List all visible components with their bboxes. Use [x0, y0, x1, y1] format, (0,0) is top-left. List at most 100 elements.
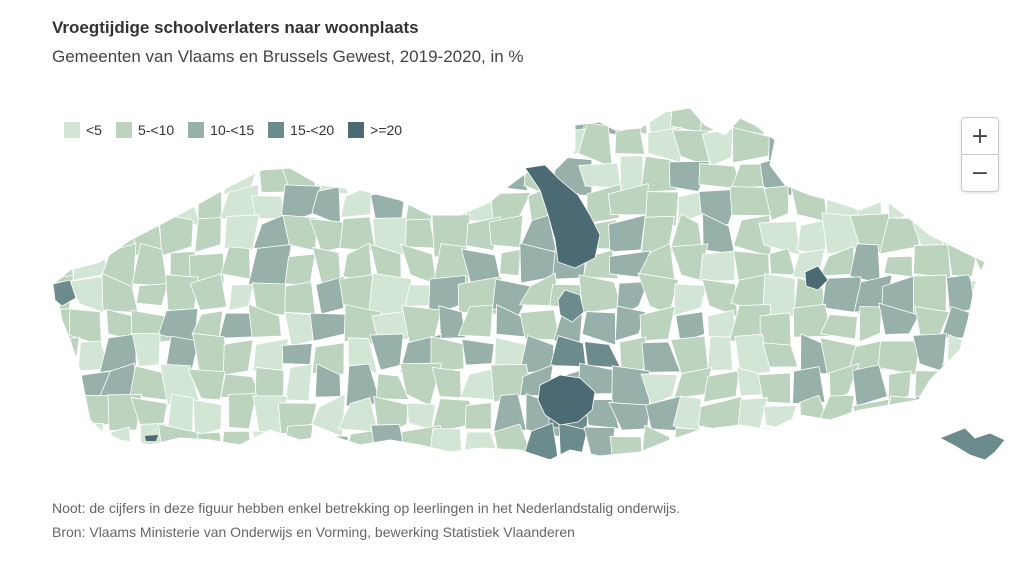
municipality-region[interactable] — [583, 341, 622, 369]
municipality-region[interactable] — [614, 305, 647, 342]
municipality-region[interactable] — [370, 423, 408, 461]
municipality-region[interactable] — [49, 134, 75, 159]
municipality-region[interactable] — [428, 122, 470, 167]
municipality-region[interactable] — [40, 153, 82, 195]
municipality-region[interactable] — [315, 275, 345, 315]
municipality-region[interactable] — [764, 94, 792, 130]
municipality-region[interactable] — [789, 453, 827, 495]
municipality-region[interactable] — [914, 370, 952, 405]
municipality-region[interactable] — [251, 456, 280, 496]
municipality-region[interactable] — [463, 93, 498, 125]
municipality-region[interactable] — [498, 458, 527, 494]
municipality-region[interactable] — [578, 162, 622, 189]
municipality-region[interactable] — [967, 215, 1006, 257]
municipality-region[interactable] — [828, 362, 860, 405]
municipality-region[interactable] — [464, 402, 492, 430]
region-voeren[interactable] — [939, 427, 1006, 461]
municipality-region[interactable] — [819, 313, 858, 340]
municipality-region[interactable] — [42, 336, 80, 374]
municipality-region[interactable] — [762, 342, 799, 368]
municipality-region[interactable] — [788, 124, 833, 160]
municipality-region[interactable] — [69, 222, 105, 250]
municipality-region[interactable] — [282, 424, 314, 465]
municipality-region[interactable] — [698, 188, 741, 226]
municipality-region[interactable] — [46, 425, 80, 463]
municipality-region[interactable] — [519, 309, 560, 341]
municipality-region[interactable] — [759, 312, 792, 346]
municipality-region[interactable] — [75, 459, 109, 490]
municipality-region[interactable] — [284, 281, 316, 315]
municipality-region[interactable] — [47, 216, 75, 256]
municipality-region[interactable] — [887, 182, 916, 223]
municipality-region[interactable] — [190, 153, 233, 186]
municipality-region[interactable] — [461, 338, 495, 366]
municipality-region[interactable] — [913, 156, 951, 198]
municipality-region[interactable] — [401, 463, 429, 494]
municipality-region[interactable] — [373, 153, 410, 195]
municipality-region[interactable] — [614, 126, 646, 155]
municipality-region[interactable] — [787, 434, 825, 467]
municipality-region[interactable] — [940, 395, 976, 434]
municipality-region[interactable] — [699, 250, 736, 282]
municipality-region[interactable] — [881, 423, 920, 465]
municipality-region[interactable] — [129, 455, 171, 491]
municipality-region[interactable] — [429, 97, 466, 127]
region-genk[interactable] — [804, 265, 829, 291]
municipality-region[interactable] — [75, 183, 105, 226]
municipality-region[interactable] — [977, 465, 1005, 491]
municipality-region[interactable] — [192, 399, 222, 437]
municipality-region[interactable] — [252, 214, 293, 251]
municipality-region[interactable] — [940, 453, 973, 492]
municipality-region[interactable] — [518, 122, 563, 163]
municipality-region[interactable] — [642, 454, 680, 494]
municipality-region[interactable] — [347, 337, 378, 375]
municipality-region[interactable] — [285, 452, 312, 486]
municipality-region[interactable] — [247, 303, 282, 338]
municipality-region[interactable] — [222, 339, 254, 376]
municipality-region[interactable] — [820, 124, 853, 161]
municipality-region[interactable] — [973, 394, 1005, 432]
municipality-region[interactable] — [706, 453, 741, 496]
municipality-region[interactable] — [946, 243, 979, 278]
municipality-region[interactable] — [344, 430, 378, 467]
municipality-region[interactable] — [914, 460, 952, 495]
municipality-region[interactable] — [99, 463, 136, 492]
municipality-region[interactable] — [824, 461, 859, 490]
municipality-region[interactable] — [46, 183, 79, 222]
municipality-region[interactable] — [969, 304, 1001, 342]
municipality-region[interactable] — [101, 155, 138, 190]
municipality-region[interactable] — [488, 130, 527, 163]
region-mechelen[interactable] — [557, 289, 585, 323]
municipality-region[interactable] — [98, 183, 137, 226]
municipality-region[interactable] — [759, 456, 799, 495]
municipality-region[interactable] — [884, 395, 920, 435]
region-antwerpen[interactable] — [524, 164, 601, 269]
municipality-region[interactable] — [194, 217, 222, 253]
municipality-region[interactable] — [429, 453, 468, 490]
municipality-region[interactable] — [859, 306, 883, 343]
municipality-region[interactable] — [196, 431, 225, 466]
municipality-region[interactable] — [458, 457, 502, 493]
municipality-region[interactable] — [788, 101, 832, 127]
municipality-region[interactable] — [918, 194, 941, 216]
municipality-region[interactable] — [499, 249, 522, 277]
municipality-region[interactable] — [790, 186, 828, 223]
municipality-region[interactable] — [341, 467, 376, 487]
municipality-region[interactable] — [910, 426, 951, 465]
municipality-region[interactable] — [311, 392, 346, 438]
municipality-region[interactable] — [518, 334, 555, 374]
municipality-region[interactable] — [970, 280, 1007, 318]
municipality-region[interactable] — [67, 275, 107, 313]
municipality-region[interactable] — [464, 153, 498, 192]
municipality-region[interactable] — [608, 455, 647, 494]
municipality-region[interactable] — [284, 253, 316, 287]
municipality-region[interactable] — [553, 461, 588, 493]
municipality-region[interactable] — [281, 342, 313, 365]
municipality-region[interactable] — [131, 333, 161, 367]
municipality-region[interactable] — [849, 213, 890, 256]
municipality-region[interactable] — [731, 431, 770, 466]
municipality-region[interactable] — [850, 453, 893, 491]
municipality-region[interactable] — [397, 126, 439, 161]
